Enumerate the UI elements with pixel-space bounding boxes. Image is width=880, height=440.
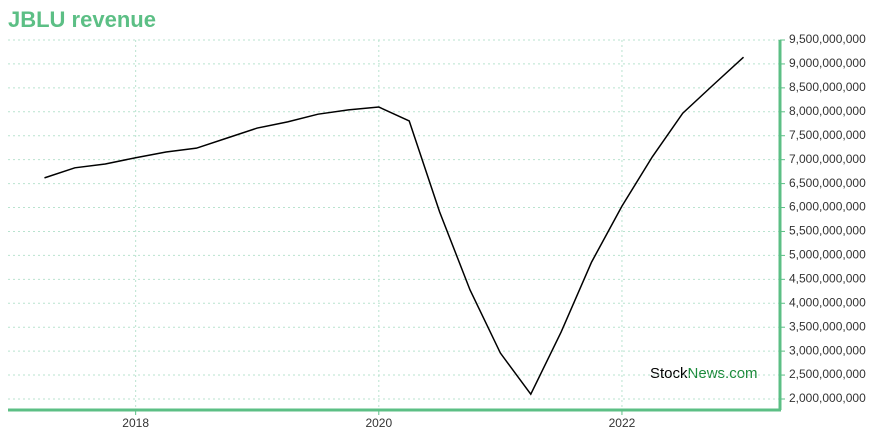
x-tick-label: 2022	[609, 416, 636, 430]
y-tick-label: 7,500,000,000	[789, 128, 866, 142]
watermark: StockNews.com	[650, 365, 758, 382]
y-tick-label: 6,000,000,000	[789, 200, 866, 214]
y-tick-label: 3,500,000,000	[789, 319, 866, 333]
y-tick-label: 4,000,000,000	[789, 295, 866, 309]
y-tick-label: 8,500,000,000	[789, 80, 866, 94]
y-tick-label: 9,000,000,000	[789, 56, 866, 70]
y-tick-label: 4,500,000,000	[789, 271, 866, 285]
y-tick-label: 5,500,000,000	[789, 224, 866, 238]
watermark-part: Stock	[650, 365, 688, 382]
y-tick-label: 8,000,000,000	[789, 104, 866, 118]
y-tick-label: 9,500,000,000	[789, 32, 866, 46]
y-tick-label: 6,500,000,000	[789, 176, 866, 190]
y-tick-label: 3,000,000,000	[789, 343, 866, 357]
chart-title: JBLU revenue	[8, 7, 156, 32]
y-tick-label: 2,000,000,000	[789, 391, 866, 405]
x-tick-label: 2020	[365, 416, 392, 430]
y-tick-label: 7,000,000,000	[789, 152, 866, 166]
x-tick-label: 2018	[122, 416, 149, 430]
y-tick-label: 5,000,000,000	[789, 248, 866, 262]
watermark-part: News.com	[688, 365, 758, 382]
line	[44, 56, 745, 396]
y-tick-label: 2,500,000,000	[789, 367, 866, 381]
